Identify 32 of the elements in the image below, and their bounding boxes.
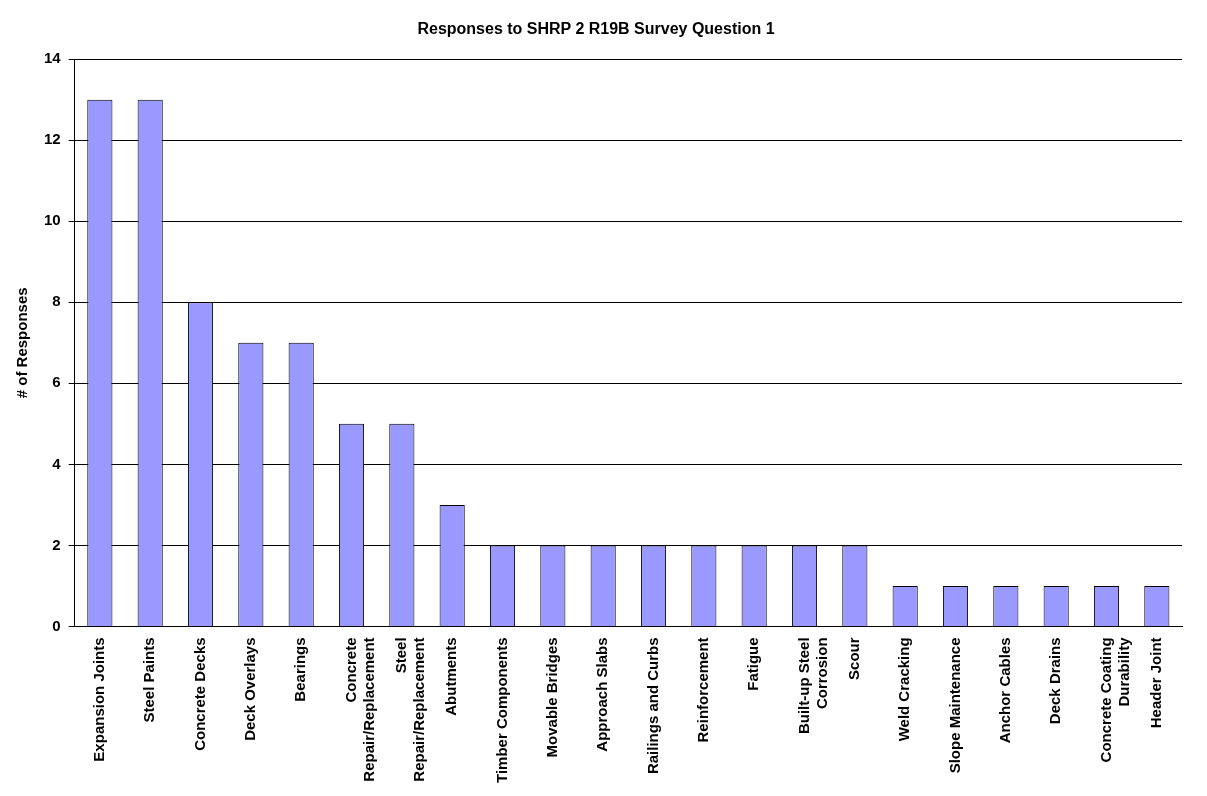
x-tick-label: Anchor Cables [995,637,1013,744]
y-tick-label: 0 [52,616,61,634]
y-tick-label: 10 [44,211,61,229]
y-tick-label: 14 [44,49,62,67]
x-tick-label: Built-up Steel Corrosion [794,637,830,735]
x-tick-label: Steel Repair/Replacement [391,637,427,782]
y-tick-label: 12 [44,130,61,148]
x-tick-label: Reinforcement [693,637,711,743]
x-tick-label: Approach Slabs [593,637,611,752]
x-tick-label: Abutments [442,637,460,716]
y-tick-label: 6 [52,373,61,391]
x-tick-label: Bearings [291,637,309,702]
x-tick-label: Movable Bridges [542,637,560,758]
x-tick-label: Weld Cracking [895,637,913,742]
x-tick-label: Deck Drains [1046,637,1064,725]
y-axis-title: # of Responses [13,287,31,399]
x-tick-label: Header Joint [1146,637,1164,729]
x-tick-label: Slope Maintenance [945,637,963,774]
y-tick-label: 4 [52,454,62,472]
x-tick-label: Railings and Curbs [643,637,661,775]
x-tick-label: Timber Components [492,637,510,784]
x-tick-label: Scour [844,637,862,680]
x-tick-label: Concrete Coating Durability [1096,636,1132,763]
y-tick-label: 2 [52,535,61,553]
x-tick-label: Concrete Decks [190,637,208,751]
x-tick-label: Concrete Repair/Replacement [341,637,377,782]
y-tick-label: 8 [52,292,61,310]
chart-title: Responses to SHRP 2 R19B Survey Question 1 [417,20,775,38]
x-tick-label: Steel Paints [140,637,158,723]
x-tick-label: Fatigue [744,637,762,691]
x-tick-label: Deck Overlays [240,637,258,741]
x-tick-label: Expansion Joints [89,637,107,762]
